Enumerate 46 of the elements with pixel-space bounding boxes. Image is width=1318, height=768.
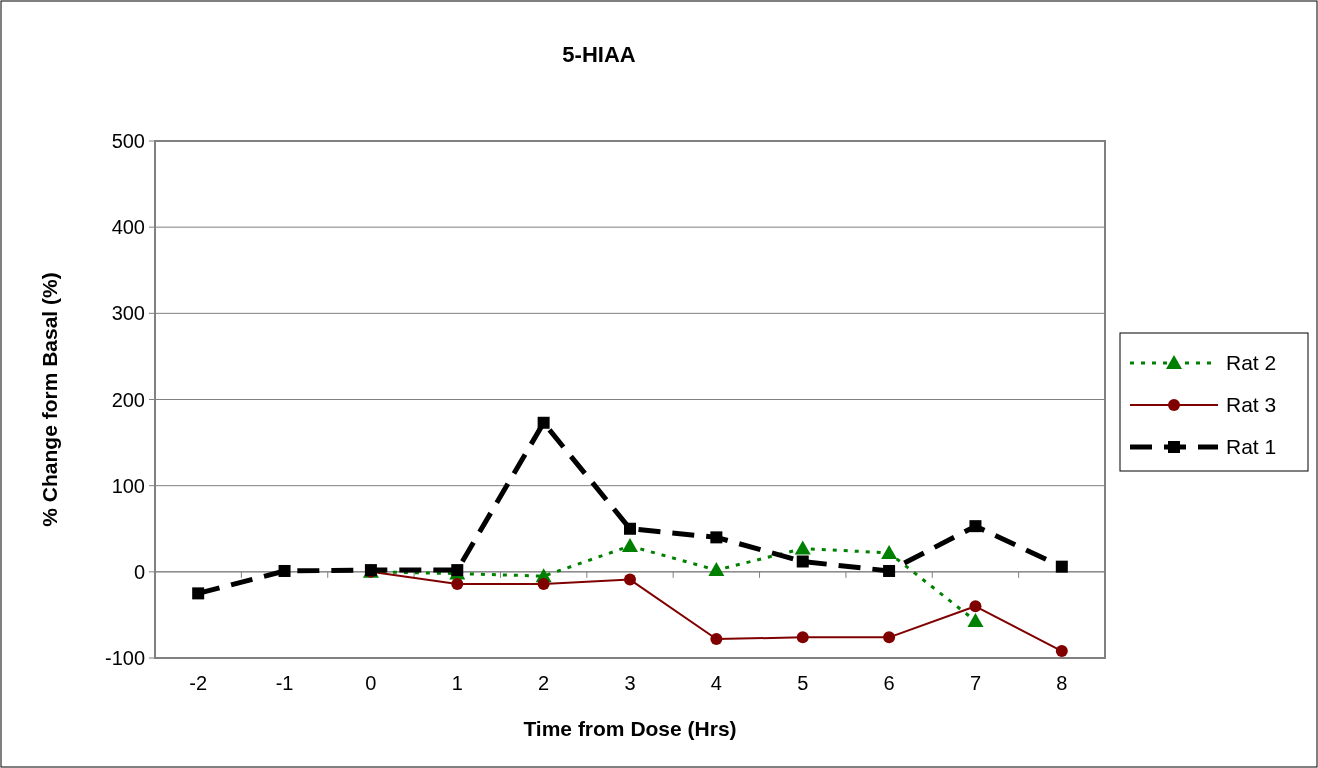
point: [708, 562, 725, 577]
y-tick-label: -100: [104, 647, 145, 669]
x-tick-label: 0: [365, 672, 377, 694]
y-tick-label: 500: [111, 130, 145, 152]
x-axis-title: Time from Dose (Hrs): [523, 717, 737, 740]
y-tick-label: 100: [111, 474, 145, 497]
point: [192, 587, 205, 600]
point: [1055, 645, 1068, 658]
legend-label: Rat 1: [1226, 435, 1277, 459]
y-tick-label: 300: [111, 302, 145, 325]
point: [969, 520, 982, 533]
legend-label: Rat 3: [1226, 393, 1277, 417]
point: [967, 612, 984, 627]
y-axis-title: % Change form Basal (%): [38, 272, 61, 527]
x-tick-label: -1: [275, 672, 294, 694]
y-tick-label: 400: [111, 216, 145, 239]
point: [883, 564, 896, 577]
point: [794, 540, 811, 555]
point: [796, 555, 809, 568]
x-tick-label: 7: [969, 672, 982, 694]
point: [624, 522, 636, 535]
x-tick-label: 8: [1056, 672, 1068, 694]
point: [710, 633, 723, 646]
point: [278, 564, 291, 577]
point: [881, 544, 898, 559]
x-tick-label: 6: [883, 672, 895, 694]
y-tick-label: 200: [111, 388, 145, 411]
point: [622, 537, 638, 552]
point: [883, 631, 896, 644]
x-tick-label: -2: [189, 672, 208, 694]
point: [451, 577, 464, 590]
point: [537, 577, 550, 590]
point: [796, 631, 809, 644]
legend-label: Rat 2: [1226, 351, 1277, 375]
x-tick-label: 1: [451, 672, 463, 694]
chart-title: 5-HIAA: [562, 42, 636, 67]
x-tick-label: 5: [797, 672, 809, 694]
x-tick-label: 3: [624, 672, 636, 694]
x-tick-label: 2: [538, 672, 550, 694]
x-tick-label: 4: [710, 672, 722, 694]
point: [1055, 560, 1068, 573]
y-tick-label: 0: [133, 560, 145, 583]
point: [537, 416, 550, 429]
point: [710, 531, 723, 544]
point: [624, 573, 636, 586]
point: [969, 600, 982, 613]
